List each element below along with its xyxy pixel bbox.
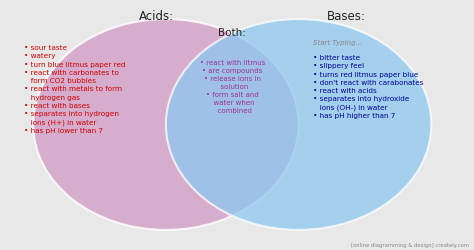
Text: Acids:: Acids:: [139, 10, 174, 23]
Text: [online diagramming & design] creately.com: [online diagramming & design] creately.c…: [351, 242, 469, 248]
Text: Start Typing...: Start Typing...: [313, 40, 362, 46]
Text: • sour taste
• watery
• turn blue litmus paper red
• react with carbonates to
  : • sour taste • watery • turn blue litmus…: [24, 45, 125, 134]
Text: Both:: Both:: [219, 28, 246, 38]
Ellipse shape: [33, 20, 299, 230]
Text: • react with litmus
• are compounds
• release ions in
  solution
• form salt and: • react with litmus • are compounds • re…: [200, 60, 265, 114]
Text: Bases:: Bases:: [327, 10, 365, 23]
Ellipse shape: [166, 20, 431, 230]
Text: • bitter taste
• slippery feel
• turns red litmus paper blue
• don't react with : • bitter taste • slippery feel • turns r…: [313, 55, 423, 119]
